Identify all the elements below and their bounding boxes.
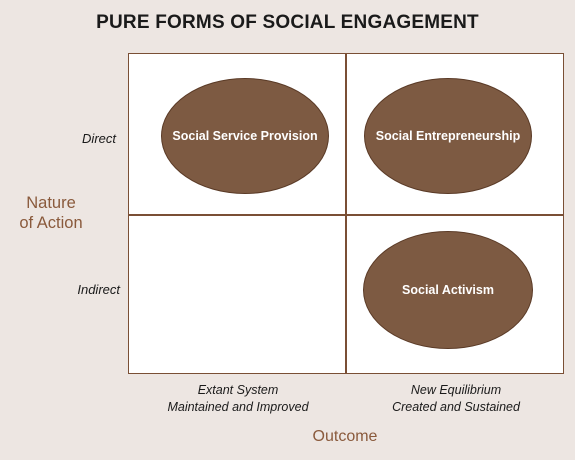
column-label-line2: Maintained and Improved (167, 400, 309, 414)
x-axis-title: Outcome (312, 428, 378, 445)
grid-vertical-divider (345, 54, 347, 373)
column-label-extant-system: Extant System Maintained and Improved (128, 382, 348, 416)
quadrant-label: Social Activism (402, 283, 494, 297)
quadrant-social-entrepreneurship: Social Entrepreneurship (364, 78, 532, 194)
quadrant-social-activism: Social Activism (363, 231, 533, 349)
quadrant-grid: Social Service Provision Social Entrepre… (128, 53, 564, 374)
quadrant-label: Social Entrepreneurship (375, 129, 521, 143)
quadrant-social-service-provision: Social Service Provision (161, 78, 329, 194)
column-label-new-equilibrium: New Equilibrium Created and Sustained (346, 382, 566, 416)
column-label-line1: New Equilibrium (410, 383, 502, 397)
y-axis-title-line2: of Action (19, 214, 83, 232)
y-axis-title: Nature of Action (10, 193, 92, 233)
row-label-direct: Direct (82, 131, 116, 146)
column-label-line2: Created and Sustained (392, 400, 520, 414)
grid-horizontal-divider (129, 214, 563, 216)
quadrant-label: Social Service Provision (172, 129, 318, 143)
y-axis-title-line1: Nature (26, 194, 76, 212)
row-label-indirect: Indirect (77, 282, 120, 297)
column-label-line1: Extant System (197, 383, 279, 397)
diagram-title: PURE FORMS OF SOCIAL ENGAGEMENT (96, 12, 479, 33)
